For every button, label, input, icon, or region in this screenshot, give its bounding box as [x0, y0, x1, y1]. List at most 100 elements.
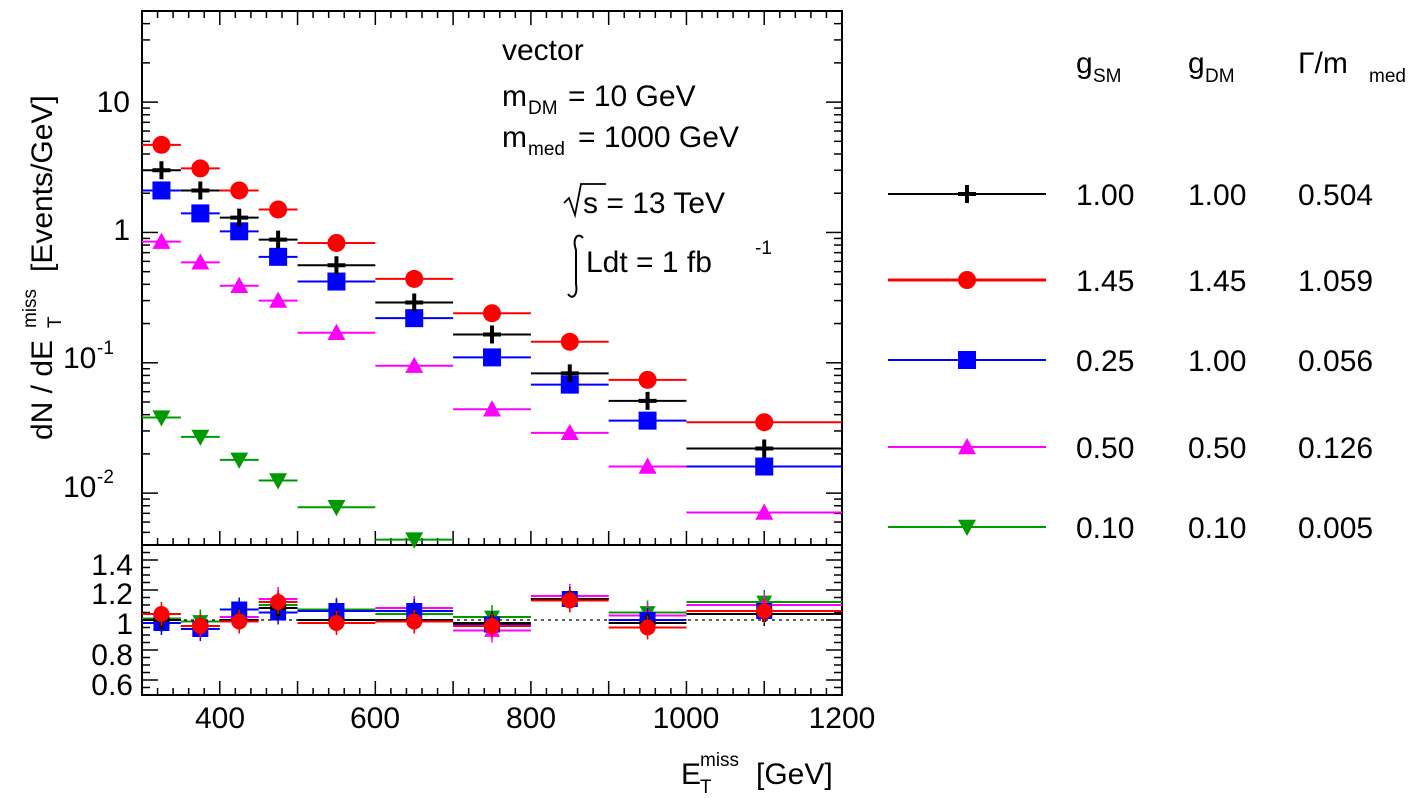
sqrt-symbol	[563, 183, 606, 219]
data-point	[191, 253, 210, 270]
series-triangle-up	[142, 232, 842, 643]
annotation-mdm-value: = 10 GeV	[568, 80, 696, 113]
data-point	[230, 222, 249, 241]
legend-gdm: 1.00	[1188, 345, 1246, 378]
annotation-lumi-sup: -1	[755, 238, 772, 259]
ratio-tick-label-1: 1	[116, 608, 133, 641]
data-point	[560, 375, 579, 394]
data-point	[405, 269, 424, 288]
legend-gsm: 0.25	[1076, 345, 1134, 378]
legend-header-gdm: g	[1188, 47, 1205, 80]
annotation-mmed-value: = 1000 GeV	[578, 121, 739, 154]
y-tick-label-10: 10	[97, 86, 130, 119]
legend-row: 0.50 0.50 0.126	[888, 432, 1373, 465]
data-point	[405, 309, 424, 328]
x-tick-label-600: 600	[350, 702, 400, 735]
annotation-mdm: m	[502, 80, 527, 113]
data-point	[152, 135, 171, 154]
annotation-mmed-sub: med	[528, 139, 565, 160]
x-axis-title: E T miss [GeV]	[681, 750, 833, 798]
x-axis-title-sub: T	[700, 777, 712, 798]
legend-gsm: 1.00	[1076, 179, 1134, 212]
annotation-block: vector m DM = 10 GeV m med = 1000 GeV s …	[502, 34, 772, 298]
legend-row: 1.45 1.45 1.059	[888, 265, 1373, 298]
data-point	[483, 400, 501, 417]
legend-headers: g SM g DM Γ/m med	[1076, 47, 1406, 87]
legend-width: 0.126	[1298, 432, 1373, 465]
data-point	[755, 457, 774, 476]
legend-gdm: 1.45	[1188, 265, 1246, 298]
y-tick-label-0.01-exp: -2	[97, 467, 114, 488]
annotation-mdm-sub: DM	[528, 98, 558, 119]
data-point	[191, 204, 210, 223]
legend-width: 1.059	[1298, 265, 1373, 298]
legend-gdm: 1.00	[1188, 179, 1246, 212]
legend-marker	[958, 185, 976, 203]
legend-gsm: 1.45	[1076, 265, 1134, 298]
annotation-mmed: m	[502, 121, 527, 154]
legend-header-gsm-sub: SM	[1093, 66, 1122, 87]
x-axis-title-sup: miss	[700, 750, 739, 771]
legend-gsm: 0.10	[1076, 512, 1134, 545]
integral-symbol	[567, 234, 584, 298]
series-square	[142, 181, 842, 641]
data-point	[230, 452, 249, 469]
x-axis-title-main: E	[681, 758, 701, 791]
data-point	[755, 439, 774, 458]
ratio-point	[756, 603, 773, 619]
legend-header-gsm: g	[1076, 47, 1093, 80]
legend-header-gdm-sub: DM	[1205, 66, 1235, 87]
data-point	[269, 230, 288, 249]
x-axis-title-unit: [GeV]	[756, 758, 833, 791]
data-point	[152, 410, 171, 427]
y-tick-label-0.1: 10	[63, 342, 96, 375]
data-point	[191, 159, 210, 178]
y-axis-title-unit: [Events/GeV]	[26, 95, 59, 272]
ratio-point	[484, 618, 500, 634]
data-point	[230, 181, 249, 200]
data-point	[269, 473, 288, 490]
legend-marker	[958, 271, 976, 289]
data-point	[230, 208, 249, 227]
data-point	[327, 256, 346, 275]
legend-width: 0.056	[1298, 345, 1373, 378]
ratio-tick-label-1.2: 1.2	[91, 578, 133, 611]
legend-header-width-sub: med	[1369, 66, 1406, 87]
y-tick-labels: 10 1 10 -1 10 -2	[63, 86, 130, 504]
data-point	[405, 293, 424, 312]
series-layer	[142, 135, 842, 643]
legend-marker	[958, 519, 976, 536]
x-tick-label-800: 800	[506, 702, 556, 735]
legend-gdm: 0.50	[1188, 432, 1246, 465]
legend-row: 0.25 1.00 0.056	[888, 345, 1373, 378]
legend-row: 1.00 1.00 0.504	[888, 179, 1373, 212]
data-point	[327, 272, 346, 291]
legend-marker	[958, 438, 976, 455]
data-point	[269, 200, 288, 219]
data-point	[483, 348, 501, 367]
data-point	[191, 181, 210, 200]
ratio-point	[639, 619, 656, 636]
main-plot-frame	[141, 10, 843, 546]
y-axis-title-sub: T	[45, 316, 66, 328]
legend-width: 0.005	[1298, 512, 1373, 545]
annotation-model: vector	[502, 34, 584, 67]
data-point	[560, 364, 579, 383]
x-tick-label-1200: 1200	[809, 702, 876, 735]
series-circle	[142, 135, 842, 640]
data-point	[755, 503, 774, 520]
axis-ticks	[141, 10, 843, 696]
ratio-point	[328, 615, 345, 631]
x-tick-label-1000: 1000	[653, 702, 720, 735]
ratio-point	[270, 594, 287, 610]
data-point	[152, 232, 171, 249]
y-tick-label-0.01: 10	[63, 471, 96, 504]
data-point	[230, 276, 249, 293]
data-point	[405, 532, 424, 549]
data-point	[638, 457, 657, 474]
data-point	[327, 499, 346, 517]
y-tick-label-1: 1	[113, 214, 130, 247]
data-point	[191, 429, 210, 446]
data-point	[327, 233, 346, 252]
